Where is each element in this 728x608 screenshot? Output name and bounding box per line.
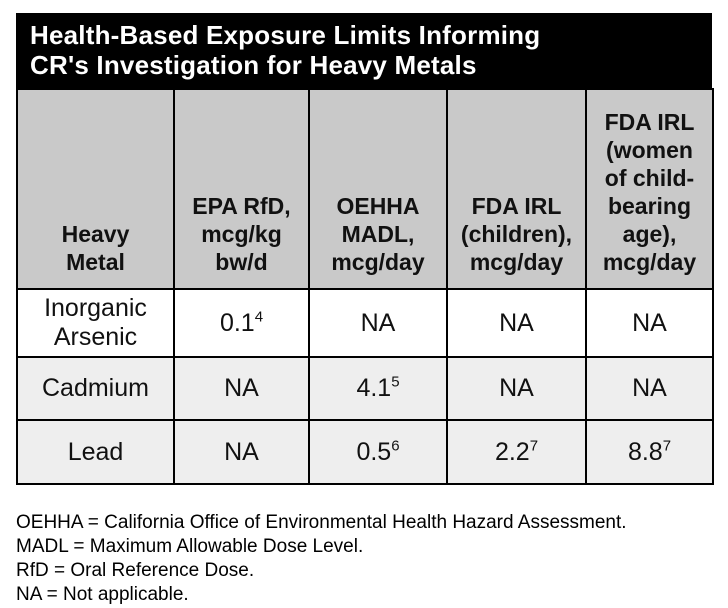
row-header-cell: Lead [16, 419, 175, 485]
table-row-lead: Lead NA 0.56 2.27 8.87 [16, 419, 714, 485]
cell-value: 4.1 [356, 374, 392, 402]
col-header-heavy-metal: Heavy Metal [16, 88, 175, 290]
footnote-na: NA = Not applicable. [16, 584, 189, 605]
cell-value: NA [499, 308, 534, 337]
cell-superscript: 5 [391, 373, 400, 391]
table-cell: NA [585, 288, 714, 358]
col-header-oehha-madl: OEHHA MADL, mcg/day [308, 88, 448, 290]
col-header-fda-irl-children: FDA IRL (children), mcg/day [446, 88, 587, 290]
cell-value: 8.8 [627, 437, 663, 466]
table-row-cadmium: Cadmium NA 4.15 NA NA [16, 356, 714, 421]
table-cell: 4.15 [308, 356, 448, 421]
cell-value: Cadmium [42, 374, 149, 402]
cell-value: 2.2 [494, 437, 530, 466]
table-title: Health-Based Exposure Limits Informing C… [30, 20, 541, 80]
table-cell: NA [173, 356, 310, 421]
row-header-cell: Inorganic Arsenic [16, 288, 175, 358]
row-header-cell: Cadmium [16, 356, 175, 421]
footnote-rfd: RfD = Oral Reference Dose. [16, 560, 255, 581]
cell-value: NA [632, 308, 667, 337]
cell-superscript: 7 [529, 437, 539, 455]
cell-value: NA [224, 437, 259, 466]
cell-value: NA [632, 374, 667, 402]
col-header-fda-irl-women: FDA IRL (women of child- bearing age), m… [585, 88, 714, 290]
table-cell: 2.27 [446, 419, 587, 485]
cell-superscript: 7 [662, 437, 672, 455]
table-cell: 8.87 [585, 419, 714, 485]
col-header-epa-rfd: EPA RfD, mcg/kg bw/d [173, 88, 310, 290]
cell-superscript: 4 [254, 308, 264, 326]
cell-value: Inorganic Arsenic [44, 294, 147, 351]
cell-value: NA [224, 374, 259, 402]
cell-superscript: 6 [391, 437, 400, 455]
cell-value: 0.5 [356, 437, 392, 466]
footnote-oehha: OEHHA = California Office of Environment… [16, 512, 627, 533]
footnotes-block: OEHHA = California Office of Environment… [16, 511, 712, 607]
footnote-madl: MADL = Maximum Allowable Dose Level. [16, 536, 364, 557]
cell-value: NA [499, 374, 534, 402]
table-cell: 0.56 [308, 419, 448, 485]
cell-value: 0.1 [219, 308, 255, 337]
cell-value: NA [360, 308, 396, 337]
table-cell: NA [446, 356, 587, 421]
header-row: Heavy Metal EPA RfD, mcg/kg bw/d OEHHA M… [16, 88, 714, 290]
exposure-limits-table: Heavy Metal EPA RfD, mcg/kg bw/d OEHHA M… [16, 88, 714, 485]
table-cell: 0.14 [173, 288, 310, 358]
table-cell: NA [173, 419, 310, 485]
table-cell: NA [585, 356, 714, 421]
table-cell: NA [446, 288, 587, 358]
cell-value: Lead [67, 437, 124, 466]
table-cell: NA [308, 288, 448, 358]
table-row-inorganic-arsenic: Inorganic Arsenic 0.14 NA NA NA [16, 288, 714, 358]
table-title-band: Health-Based Exposure Limits Informing C… [16, 13, 712, 88]
